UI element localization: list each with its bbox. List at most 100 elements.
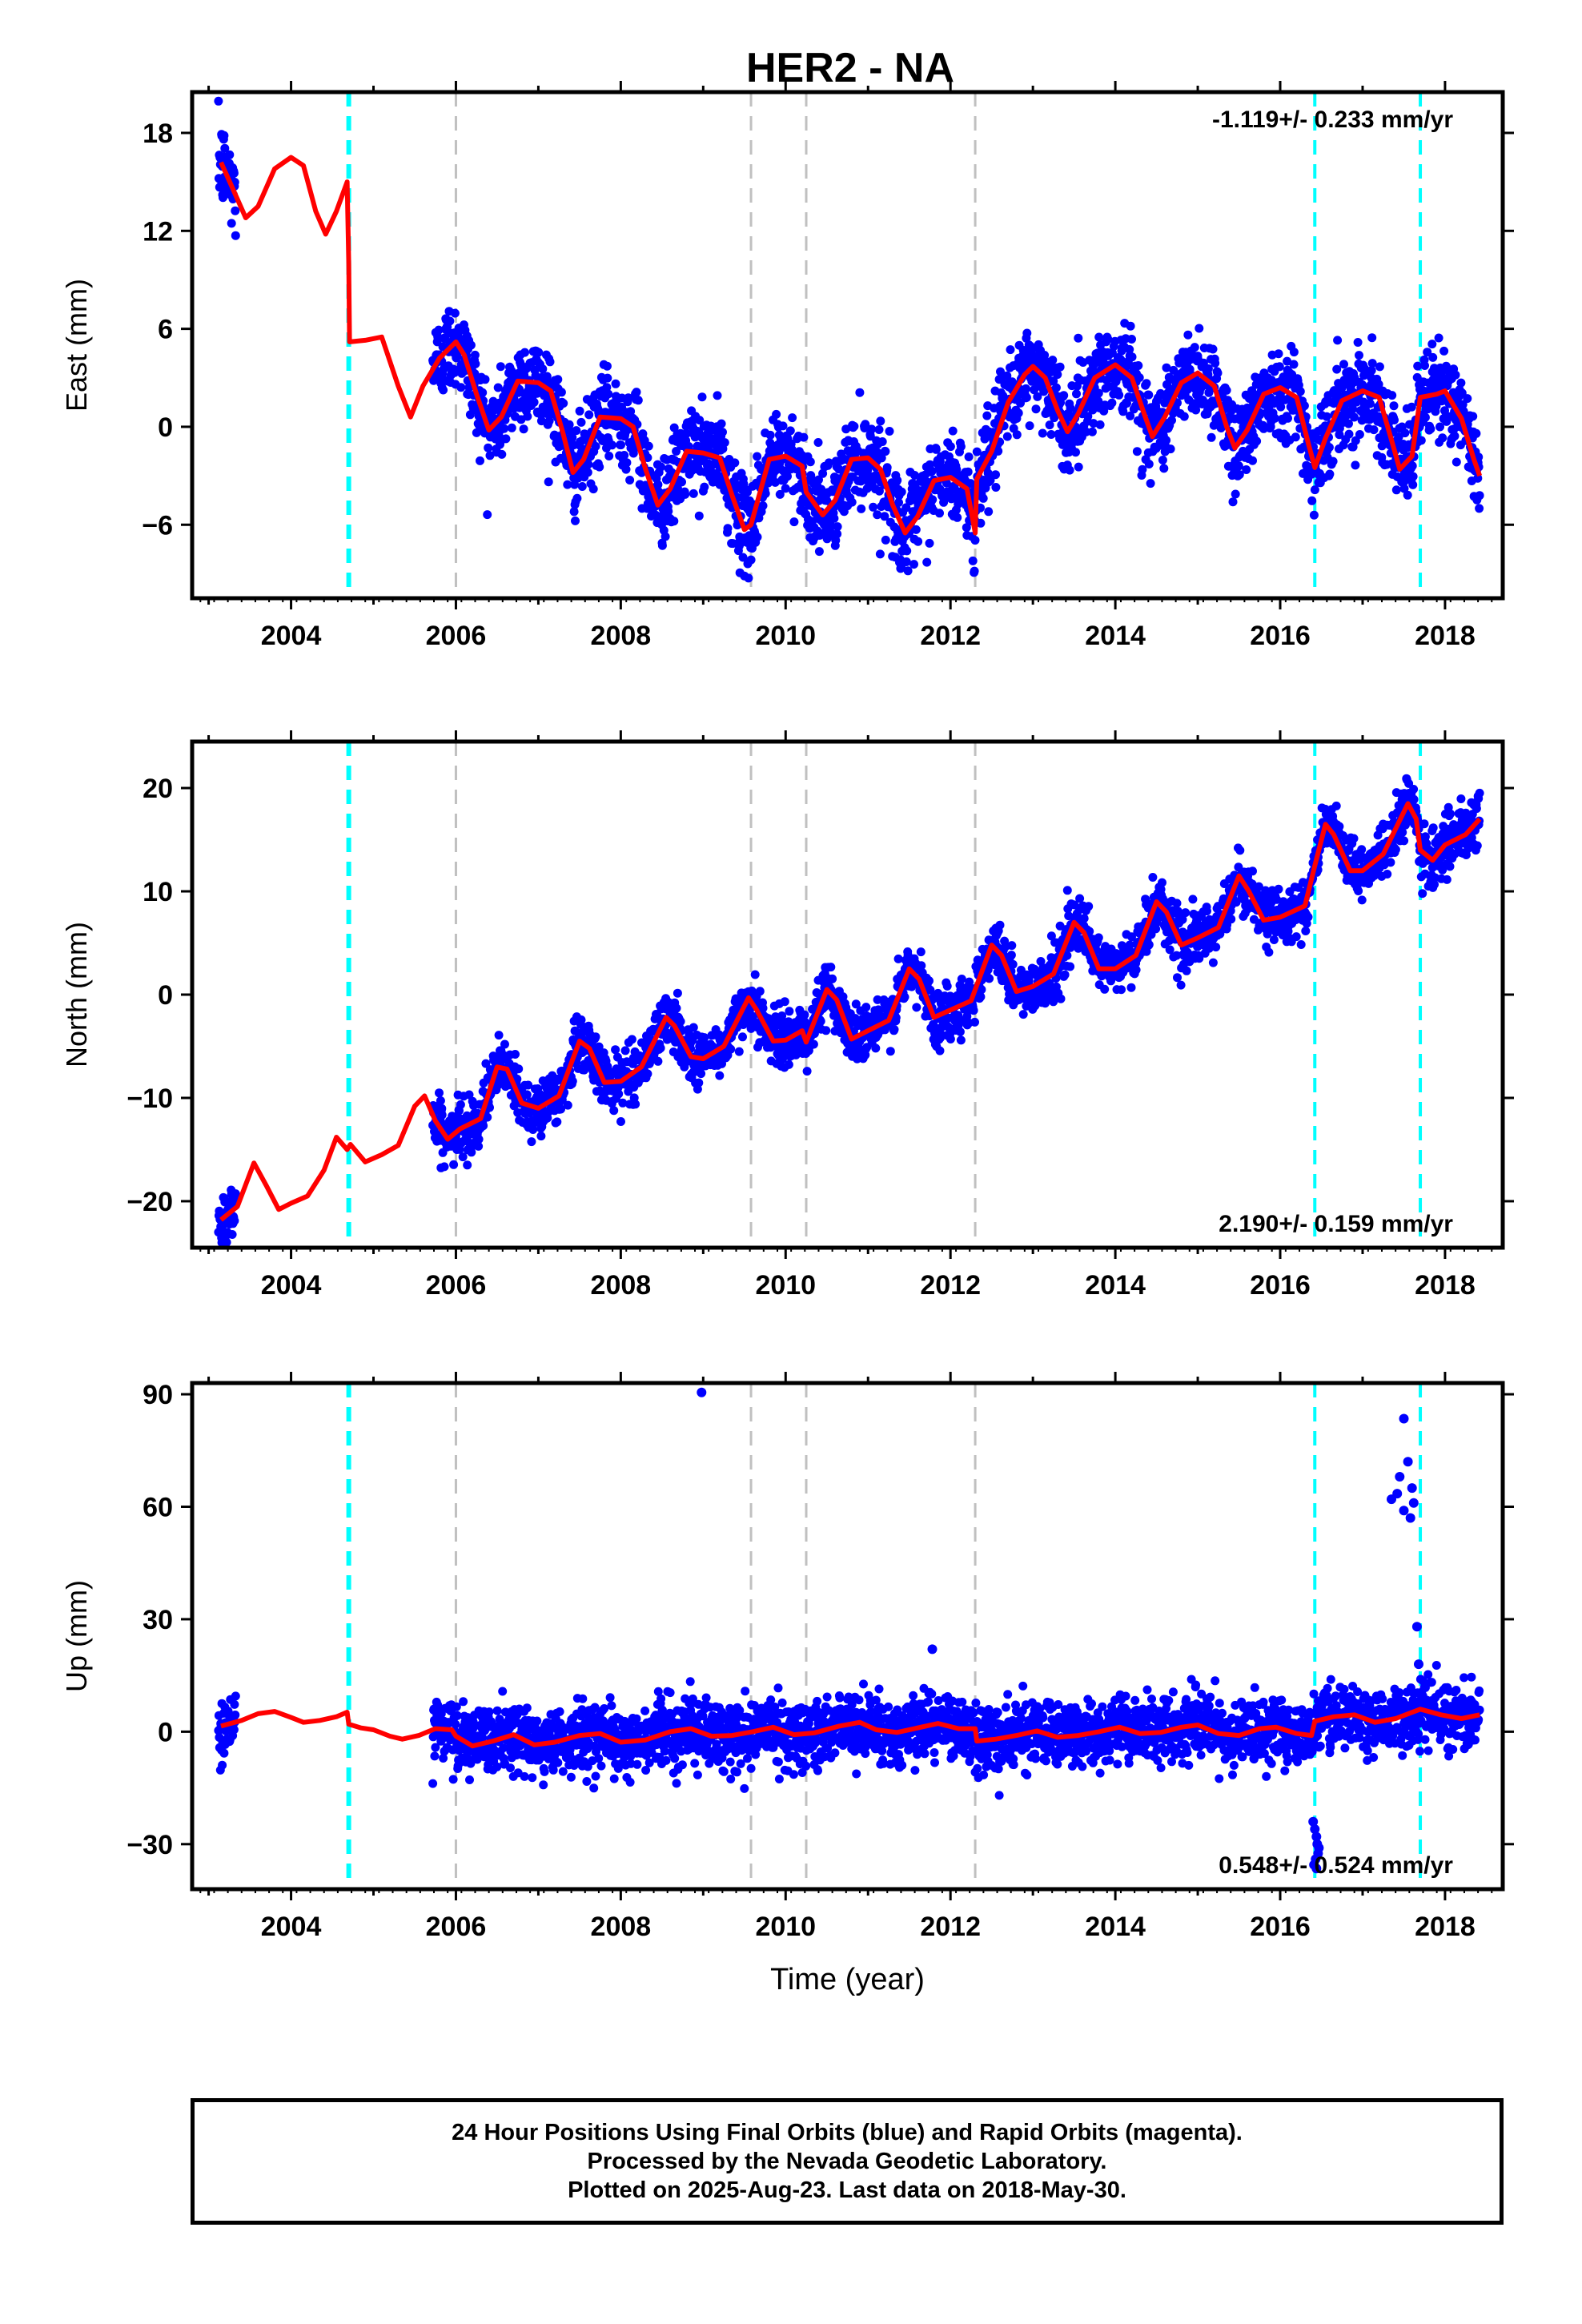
data-point [1276,402,1286,412]
data-point [901,503,911,513]
data-point [1391,485,1401,495]
data-point [439,385,448,395]
data-point [1468,412,1478,421]
data-point [1207,432,1216,442]
data-point [604,389,613,399]
data-point [1006,345,1015,355]
data-point [963,467,973,476]
data-point [569,507,579,517]
data-point [219,131,229,140]
rate-label: -1.119+/- 0.233 mm/yr [1212,107,1453,133]
data-point [545,357,555,367]
data-point [1146,479,1155,489]
data-point [501,434,511,444]
data-point [230,1216,239,1225]
data-point [816,1016,825,1026]
data-point [695,416,705,425]
data-point [595,462,604,472]
data-point [876,416,885,426]
data-point [1125,344,1134,354]
data-point [1374,380,1383,389]
data-point [552,1117,562,1127]
data-point [1095,420,1105,429]
data-point [672,1003,681,1013]
data-point [1048,356,1058,365]
data-point [620,1046,630,1055]
data-point [470,350,480,360]
data-point [1420,412,1430,422]
data-point [1328,456,1338,466]
data-point [1084,902,1094,911]
data-point [1439,346,1449,356]
data-point [927,466,937,476]
data-point [1056,994,1066,1003]
data-point [682,428,691,438]
data-point [1234,461,1243,471]
data-point [1131,965,1141,975]
data-point [778,1054,787,1063]
data-point [588,485,598,494]
data-point [496,362,505,372]
data-point [1375,362,1384,372]
data-point [656,462,666,472]
data-point [1012,430,1022,440]
data-point [1367,333,1377,343]
data-point [694,511,704,521]
data-point [922,557,932,567]
data-point [826,963,836,972]
data-point [621,464,631,474]
data-point [1162,363,1171,372]
data-point [440,1162,449,1172]
data-point [980,434,990,444]
data-point [964,452,974,461]
event-lines [346,742,1423,1248]
data-point [743,487,752,497]
data-point [1213,368,1223,378]
data-point [556,388,566,397]
data-point [483,510,492,520]
data-point [758,1003,768,1013]
data-point [873,995,882,1004]
data-point [1231,489,1240,499]
x-tick-label: 2018 [1415,621,1476,651]
data-point [931,444,941,454]
data-point [1127,335,1136,344]
data-point [1235,470,1244,480]
data-point [1222,385,1231,395]
data-point [874,425,884,434]
data-point [909,560,918,569]
data-point [1138,464,1147,474]
data-point [553,375,563,384]
data-point [985,974,994,983]
data-point [1247,386,1257,396]
data-point [882,463,892,472]
data-point [522,1090,532,1100]
data-point [681,489,690,499]
data-point [750,970,760,979]
data-point [611,379,620,388]
panel-north: 2004 2006 2008 2010 2012 2014 2016 2018−20−1001… [60,730,1514,1301]
data-point [220,143,230,153]
panel-east: 2004 2006 2008 2010 2012 2014 2016 2018−6061218… [60,81,1514,651]
data-point [1242,465,1251,474]
data-point [1407,402,1416,412]
data-point [818,468,828,478]
data-point [1211,359,1220,368]
data-point [500,1039,509,1049]
data-point [602,383,612,392]
data-point [935,509,944,518]
data-point [1452,457,1461,467]
data-point [1046,430,1056,439]
data-point [575,406,584,416]
data-point [784,1059,793,1069]
data-point [1344,419,1353,428]
data-point [1248,456,1257,465]
data-points [214,774,1484,1248]
data-point [1039,387,1049,396]
data-point [1434,333,1443,343]
data-point [1144,460,1154,468]
data-point [956,442,966,452]
data-point [877,437,887,446]
data-point [984,507,994,517]
